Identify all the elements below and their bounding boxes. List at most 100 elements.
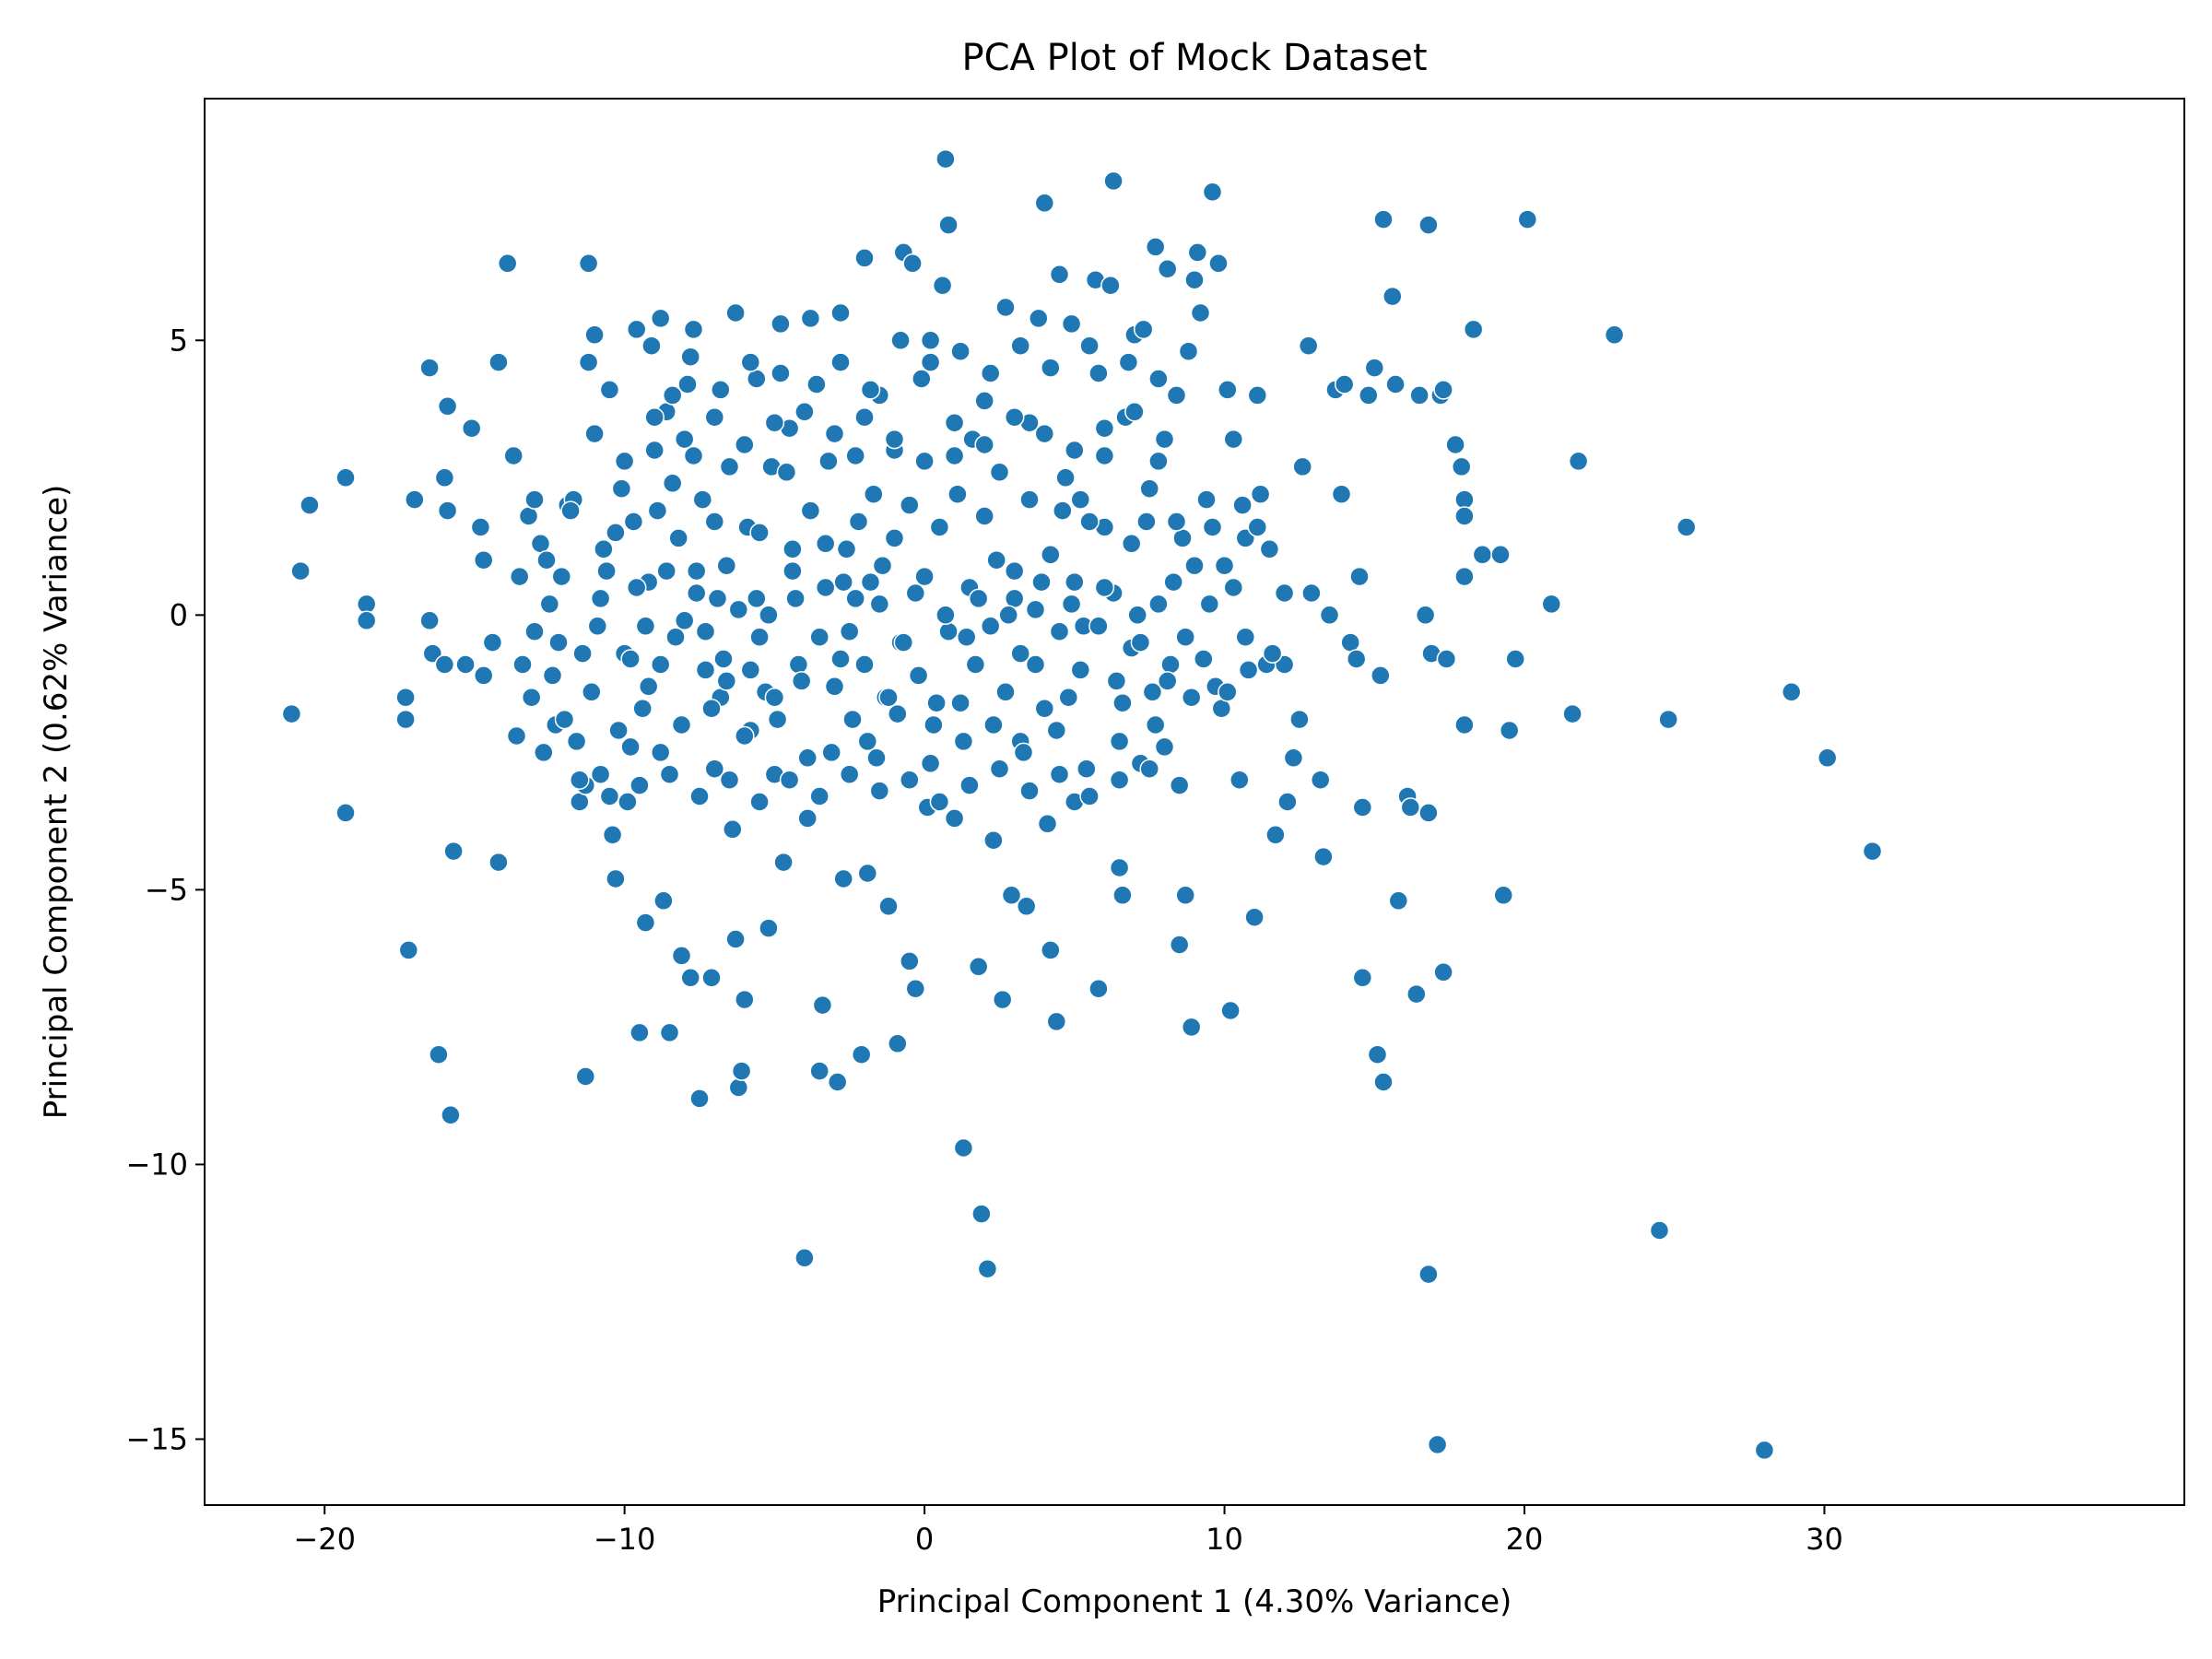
data-point [570, 792, 590, 812]
data-point [830, 649, 851, 669]
data-point [1139, 478, 1159, 499]
data-point [1031, 571, 1052, 593]
data-point [950, 341, 971, 361]
data-point [518, 506, 539, 526]
data-point [686, 582, 707, 604]
data-point [1454, 714, 1475, 735]
data-point [644, 440, 665, 461]
data-point [701, 698, 722, 719]
data-point [782, 539, 803, 559]
data-point [902, 253, 923, 274]
data-point [900, 770, 920, 790]
data-point [1202, 517, 1223, 537]
data-point [974, 391, 994, 411]
data-point [623, 512, 644, 532]
data-point [1041, 358, 1061, 378]
data-point [695, 621, 716, 641]
data-point [914, 566, 935, 587]
data-point [686, 560, 707, 582]
data-point [335, 803, 356, 823]
data-point [437, 396, 458, 417]
data-point [1319, 605, 1340, 626]
data-point [1034, 423, 1055, 444]
data-point [833, 868, 853, 889]
data-point [1223, 429, 1244, 450]
data-point [935, 148, 956, 170]
data-point [983, 830, 1004, 851]
data-point [668, 528, 688, 548]
data-point [1427, 1434, 1448, 1455]
data-point [1505, 649, 1525, 669]
data-point [809, 786, 830, 806]
data-point [998, 605, 1018, 626]
data-point [740, 660, 761, 680]
data-point [1568, 451, 1589, 472]
data-point [1175, 627, 1195, 647]
data-point [1103, 171, 1124, 192]
data-point [860, 571, 881, 593]
data-point [836, 539, 857, 559]
data-point [677, 374, 698, 394]
data-point [905, 978, 926, 999]
data-point [659, 764, 680, 784]
data-point [759, 918, 779, 938]
data-point [689, 786, 710, 806]
data-point [764, 687, 785, 708]
data-point [1493, 885, 1513, 906]
data-point [1658, 709, 1678, 730]
data-point [530, 534, 551, 554]
data-point [938, 621, 959, 641]
data-point [1250, 484, 1271, 504]
data-point [821, 742, 841, 763]
data-point [773, 852, 794, 873]
data-point [1058, 687, 1079, 708]
data-point [869, 594, 890, 615]
data-point [1262, 643, 1283, 664]
data-point [1541, 594, 1562, 615]
data-point [536, 549, 557, 571]
data-point [977, 1258, 998, 1279]
data-point [674, 610, 695, 631]
data-point [497, 253, 518, 274]
data-point [683, 319, 704, 340]
data-point [900, 495, 920, 515]
data-point [1106, 671, 1127, 691]
data-point [1367, 1044, 1388, 1065]
data-point [635, 616, 656, 637]
data-point [1127, 605, 1147, 626]
y-axis-ticks: 5 0 −5 −10 −15 [125, 323, 205, 1456]
data-point [800, 500, 821, 521]
data-point [864, 484, 884, 504]
data-point [818, 451, 839, 472]
data-point [1208, 253, 1229, 274]
data-point [771, 363, 791, 383]
data-point [1049, 265, 1070, 285]
data-point [1019, 489, 1040, 510]
data-point [1100, 275, 1121, 296]
data-point [1676, 517, 1697, 537]
data-point [1454, 566, 1475, 587]
plot-area-frame [204, 98, 2185, 1506]
data-point [1034, 193, 1055, 214]
points-layer [281, 148, 1883, 1461]
data-point [618, 792, 638, 812]
data-point [888, 703, 908, 724]
data-point [1265, 825, 1286, 845]
data-point [1181, 1017, 1202, 1038]
data-point [1169, 935, 1190, 955]
data-point [1247, 385, 1268, 406]
data-point [1070, 489, 1091, 510]
data-point [920, 352, 941, 372]
data-point [1160, 654, 1181, 675]
data-point [1406, 983, 1427, 1005]
data-point [281, 703, 302, 724]
data-point [1112, 692, 1133, 713]
data-point [1190, 302, 1211, 324]
data-point [620, 736, 641, 758]
data-point [1364, 358, 1385, 378]
data-point [989, 462, 1010, 483]
data-point [929, 792, 950, 812]
data-point [1157, 259, 1178, 279]
data-point [1139, 759, 1159, 779]
data-point [888, 1033, 908, 1054]
